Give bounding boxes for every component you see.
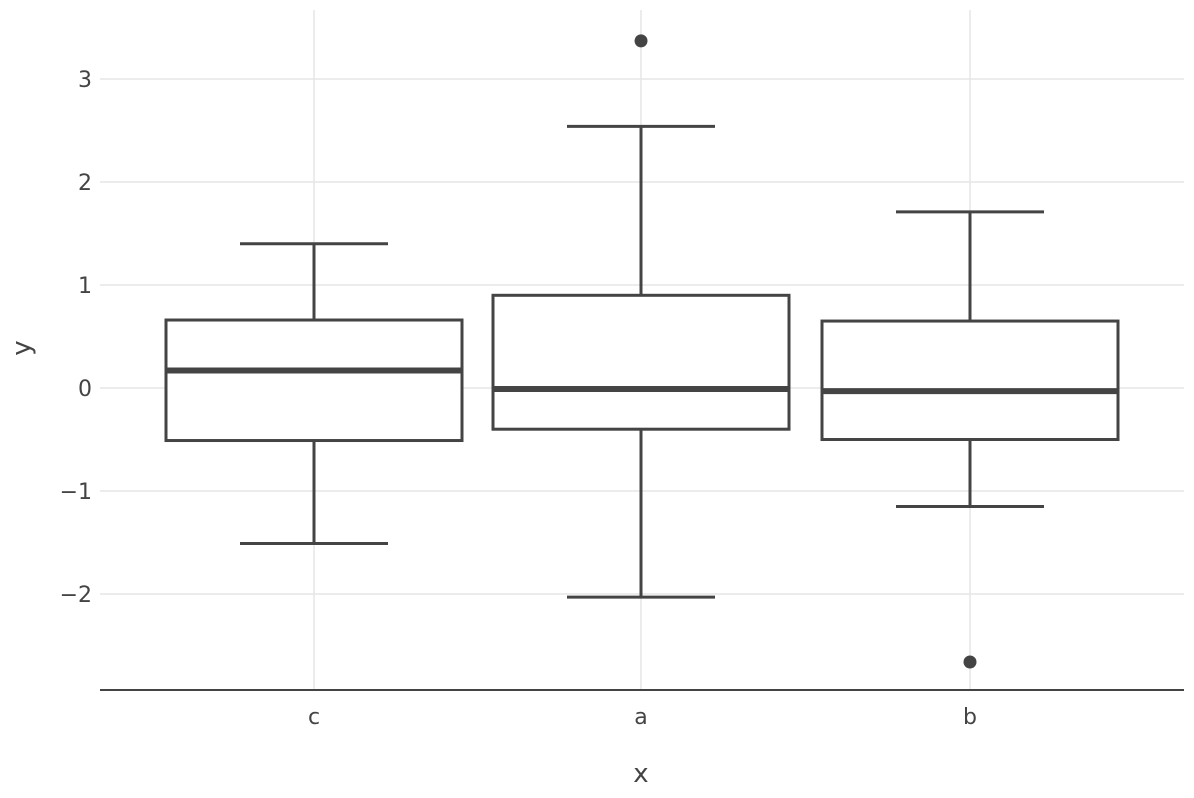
y-axis-title: y (7, 340, 37, 355)
y-tick-label: 3 (78, 68, 92, 93)
y-tick-label: 2 (78, 171, 92, 196)
x-tick-label: b (963, 705, 977, 730)
iqr-box (164, 318, 464, 443)
box-b (820, 210, 1120, 669)
label-layer: −2 −1 0 1 2 3 c a b (60, 68, 977, 730)
y-tick-label: −2 (60, 583, 92, 608)
y-tick-label: −1 (60, 480, 92, 505)
box-a (491, 34, 791, 599)
x-tick-label: a (634, 705, 647, 730)
outlier-point (963, 655, 977, 669)
x-tick-label: c (308, 705, 320, 730)
outlier-point (634, 34, 648, 48)
iqr-box (491, 293, 791, 431)
box-c (164, 242, 464, 546)
iqr-box (820, 319, 1120, 441)
box-layer (164, 34, 1120, 669)
x-axis-title: x (633, 759, 648, 789)
y-tick-label: 1 (78, 274, 92, 299)
y-tick-label: 0 (78, 377, 92, 402)
